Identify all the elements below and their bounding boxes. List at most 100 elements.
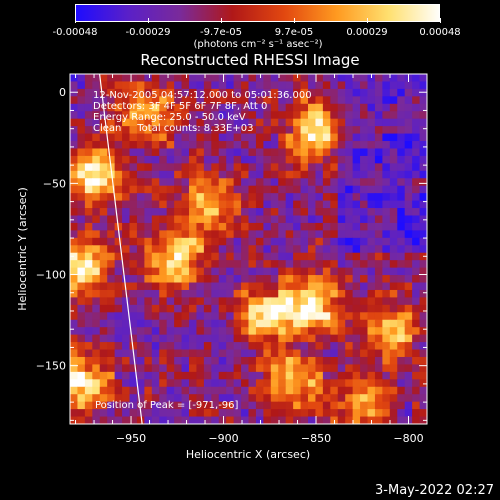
heatmap-cell	[367, 178, 376, 187]
heatmap-cell	[337, 103, 346, 112]
heatmap-cell	[84, 96, 93, 105]
heatmap-cell	[270, 334, 279, 343]
heatmap-cell	[226, 319, 235, 328]
heatmap-cell	[203, 178, 212, 187]
heatmap-cell	[293, 111, 302, 120]
heatmap-cell	[248, 118, 257, 127]
heatmap-cell	[419, 401, 427, 410]
heatmap-cell	[166, 155, 175, 164]
heatmap-cell	[270, 118, 279, 127]
heatmap-cell	[218, 185, 227, 194]
heatmap-cell	[248, 163, 257, 172]
heatmap-cell	[374, 327, 383, 336]
heatmap-cell	[374, 148, 383, 157]
heatmap-cell	[278, 245, 287, 254]
heatmap-cell	[293, 230, 302, 239]
heatmap-cell	[151, 371, 160, 380]
heatmap-cell	[114, 185, 123, 194]
heatmap-cell	[159, 371, 168, 380]
heatmap-cell	[397, 304, 406, 313]
heatmap-cell	[360, 416, 369, 424]
heatmap-cell	[389, 409, 398, 418]
heatmap-cell	[374, 386, 383, 395]
heatmap-cell	[174, 289, 183, 299]
heatmap-cell	[374, 185, 383, 194]
heatmap-cell	[84, 133, 93, 142]
heatmap-cell	[114, 349, 123, 358]
heatmap-cell	[189, 163, 198, 172]
heatmap-cell	[114, 267, 123, 276]
heatmap-cell	[308, 193, 317, 202]
heatmap-cell	[285, 394, 294, 403]
heatmap-cell	[174, 237, 183, 246]
heatmap-cell	[285, 275, 294, 284]
heatmap-cell	[322, 245, 331, 254]
heatmap-cell	[196, 319, 205, 328]
heatmap-cell	[270, 386, 279, 395]
heatmap-cell	[189, 230, 198, 239]
heatmap-cell	[174, 401, 183, 410]
heatmap-cell	[270, 230, 279, 239]
heatmap-cell	[285, 386, 294, 395]
heatmap-cell	[233, 111, 242, 120]
heatmap-cell	[70, 364, 79, 373]
heatmap-cell	[270, 304, 279, 313]
heatmap-cell	[211, 111, 220, 120]
heatmap-cell	[144, 133, 153, 142]
heatmap-cell	[360, 148, 369, 157]
heatmap-cell	[337, 260, 346, 269]
heatmap-cell	[70, 96, 79, 105]
heatmap-cell	[315, 394, 324, 403]
heatmap-cell	[181, 260, 190, 269]
heatmap-cell	[300, 222, 309, 231]
heatmap-cell	[107, 401, 116, 410]
heatmap-cell	[352, 349, 361, 358]
heatmap-cell	[330, 215, 339, 224]
heatmap-cell	[337, 237, 346, 246]
heatmap-cell	[181, 200, 190, 209]
heatmap-cell	[203, 319, 212, 328]
heatmap-cell	[330, 312, 339, 321]
heatmap-cell	[412, 155, 421, 164]
heatmap-cell	[419, 133, 427, 142]
heatmap-cell	[382, 200, 391, 209]
heatmap-cell	[144, 409, 153, 418]
heatmap-cell	[419, 327, 427, 336]
heatmap-cell	[77, 371, 86, 380]
heatmap-cell	[389, 371, 398, 380]
heatmap-cell	[129, 267, 138, 276]
heatmap-cell	[99, 327, 108, 336]
heatmap-cell	[211, 379, 220, 388]
heatmap-cell	[248, 386, 257, 395]
heatmap-cell	[308, 297, 317, 306]
heatmap-cell	[159, 334, 168, 343]
heatmap-cell	[345, 252, 354, 261]
heatmap-cell	[129, 386, 138, 395]
heatmap-cell	[345, 170, 354, 179]
heatmap-cell	[263, 74, 272, 83]
heatmap-cell	[270, 394, 279, 403]
heatmap-cell	[278, 163, 287, 172]
heatmap-cell	[226, 230, 235, 239]
heatmap-cell	[136, 111, 145, 120]
heatmap-cell	[107, 193, 116, 202]
heatmap-cell	[129, 304, 138, 313]
heatmap-cell	[382, 275, 391, 284]
heatmap-cell	[300, 282, 309, 291]
heatmap-cell	[374, 267, 383, 276]
heatmap-cell	[129, 133, 138, 142]
heatmap-cell	[174, 155, 183, 164]
heatmap-cell	[136, 289, 145, 299]
heatmap-cell	[412, 371, 421, 380]
heatmap-cell	[404, 141, 413, 150]
heatmap-cell	[99, 401, 108, 410]
heatmap-cell	[389, 297, 398, 306]
heatmap-cell	[196, 237, 205, 246]
heatmap-cell	[300, 379, 309, 388]
heatmap-cell	[248, 275, 257, 284]
heatmap-cell	[293, 401, 302, 410]
heatmap-cell	[77, 386, 86, 395]
heatmap-cell	[181, 133, 190, 142]
heatmap-cell	[360, 312, 369, 321]
heatmap-cell	[255, 148, 264, 157]
